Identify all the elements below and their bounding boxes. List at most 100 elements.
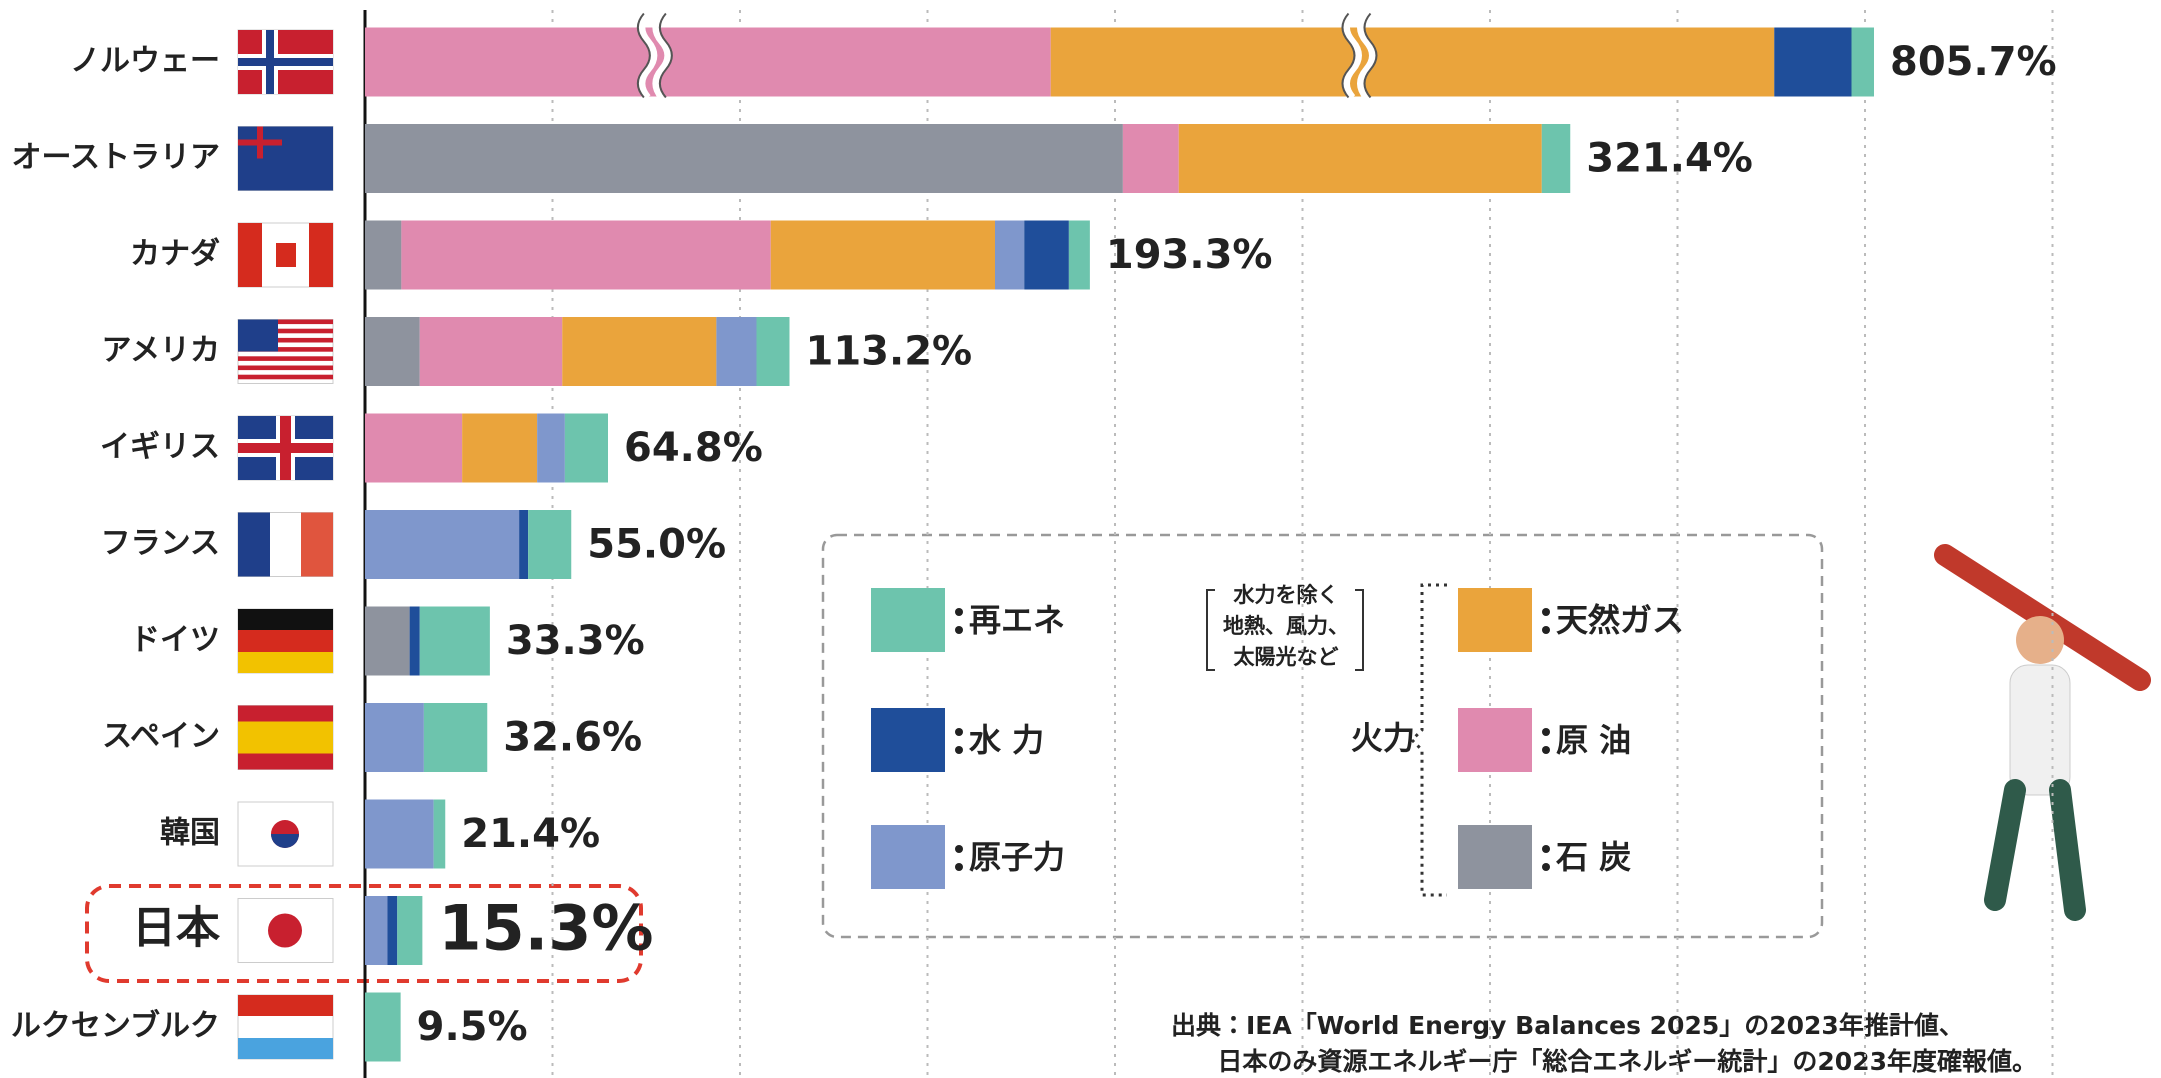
legend-note: 地熱、風力、	[1223, 614, 1349, 638]
illustration	[1945, 555, 2140, 910]
value-label: 805.7%	[1890, 39, 2057, 85]
legend-colon	[1542, 608, 1550, 616]
flag-part	[238, 356, 333, 361]
category-label: ドイツ	[130, 623, 220, 658]
category-label: フランス	[101, 526, 220, 561]
value-label: 33.3%	[506, 618, 645, 664]
legend-label: 石 炭	[1555, 838, 1631, 876]
legend-swatch	[1458, 588, 1532, 652]
bar-segment	[420, 607, 490, 676]
category-label: アメリカ	[102, 333, 221, 368]
legend-colon	[955, 845, 963, 853]
bar-segment	[757, 317, 790, 386]
legend-label: 水 力	[968, 721, 1044, 759]
bar-segment	[434, 800, 446, 869]
legend-colon	[955, 626, 963, 634]
bar-segment	[1542, 124, 1571, 193]
legend-colon	[955, 728, 963, 736]
flag	[238, 802, 333, 866]
flag-part	[238, 513, 270, 577]
bar-segment	[397, 896, 422, 965]
bar-segment	[365, 607, 410, 676]
flag-part	[238, 366, 333, 371]
legend-label: 天然ガス	[1556, 601, 1684, 639]
flag-part	[301, 513, 333, 577]
flag-part	[238, 995, 333, 1016]
figure-head	[2016, 616, 2064, 664]
legend-colon	[955, 746, 963, 754]
bar-segment	[1123, 124, 1179, 193]
category-label: イギリス	[100, 430, 220, 465]
bar-segment	[528, 510, 571, 579]
flag-part	[238, 320, 278, 352]
value-label: 64.8%	[624, 425, 763, 471]
flag	[238, 899, 333, 963]
category-label: カナダ	[130, 237, 220, 272]
legend-note: 太陽光など	[1234, 645, 1339, 669]
bar-segment	[365, 28, 1051, 97]
legend-swatch	[871, 825, 945, 889]
group-bracket	[1412, 585, 1447, 895]
flag-part	[238, 1038, 333, 1059]
flag-part	[238, 223, 262, 287]
value-label: 21.4%	[461, 811, 600, 857]
legend-colon	[1542, 626, 1550, 634]
legend-label: 原子力	[969, 838, 1065, 876]
bar-segment	[519, 510, 528, 579]
flag-part	[309, 223, 333, 287]
value-label: 321.4%	[1586, 136, 1753, 182]
bar-segment	[365, 317, 420, 386]
bar-segment	[565, 414, 608, 483]
value-label: 113.2%	[806, 329, 973, 375]
flag-part	[238, 630, 333, 652]
flag-part	[238, 443, 333, 453]
figure-body	[2010, 665, 2070, 795]
legend-label: 再エネ	[969, 601, 1065, 639]
flag-part	[238, 652, 333, 673]
value-label: 193.3%	[1106, 232, 1273, 278]
flag	[238, 320, 333, 384]
bar-segment	[562, 317, 716, 386]
bar-segment	[1024, 221, 1069, 290]
legend-note: 水力を除く	[1233, 583, 1339, 607]
bar-segment	[365, 896, 388, 965]
legend-colon	[1542, 746, 1550, 754]
category-label: 日本	[132, 903, 221, 954]
value-label: 9.5%	[417, 1004, 528, 1050]
flag-part	[238, 127, 333, 191]
bar-segment	[365, 510, 519, 579]
flag-part	[268, 914, 302, 948]
legend-swatch	[1458, 708, 1532, 772]
flag-part	[238, 375, 333, 380]
bar-segment	[365, 124, 1123, 193]
bar-segment	[365, 993, 401, 1062]
bar-segment	[410, 607, 420, 676]
flag	[238, 513, 333, 577]
legend-swatch	[871, 588, 945, 652]
bar-segment	[1051, 28, 1775, 97]
bar-segment	[420, 317, 563, 386]
bar-segment	[462, 414, 537, 483]
flag-part	[238, 58, 333, 66]
value-label: 32.6%	[503, 715, 642, 761]
category-label: オーストラリア	[12, 140, 221, 175]
flag	[238, 609, 333, 673]
bar-segment	[771, 221, 995, 290]
bar-segment	[1179, 124, 1542, 193]
bar-segment	[365, 703, 424, 772]
flag	[238, 995, 333, 1059]
legend-swatch	[1458, 825, 1532, 889]
legend-colon	[955, 608, 963, 616]
legend-colon	[955, 863, 963, 871]
bar-segment	[388, 896, 398, 965]
figure-legs	[1995, 790, 2075, 910]
bar-segment	[424, 703, 487, 772]
legend-swatch	[871, 708, 945, 772]
source: 出典：IEA「World Energy Balances 2025」の2023年…	[1171, 1011, 1964, 1040]
flag	[238, 416, 333, 480]
legend-group: 火力	[1351, 719, 1415, 757]
source: 日本のみ資源エネルギー庁「総合エネルギー統計」の2023年度確報値。	[1217, 1047, 2037, 1076]
category-label: 韓国	[160, 816, 220, 851]
value-label: 55.0%	[587, 522, 726, 568]
bar-segment	[537, 414, 565, 483]
